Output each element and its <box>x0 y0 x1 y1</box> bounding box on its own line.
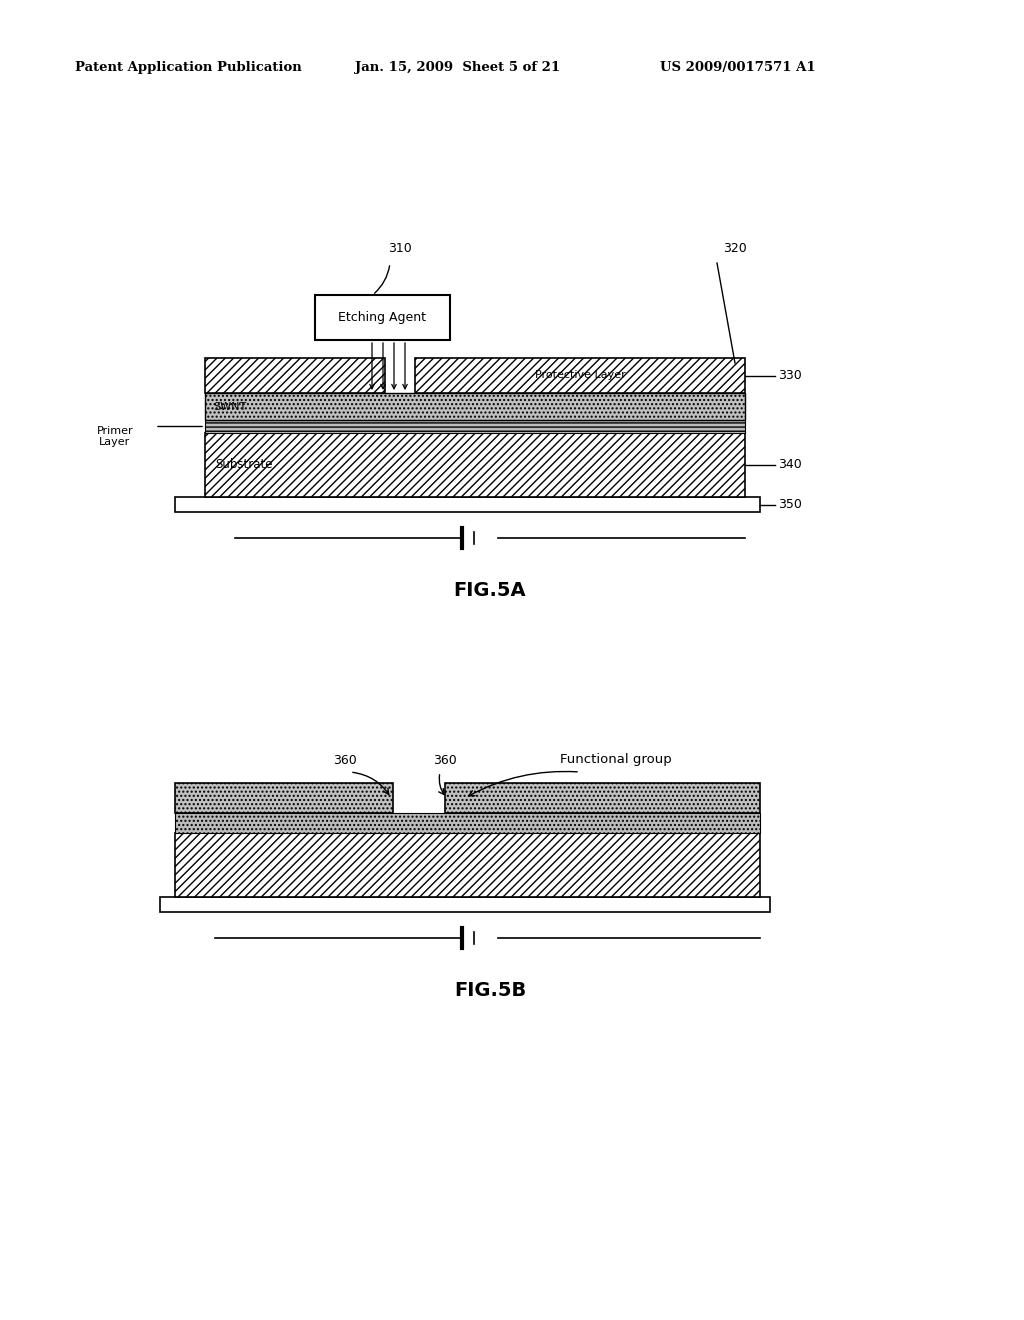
Text: 310: 310 <box>388 242 412 255</box>
Text: 340: 340 <box>778 458 802 471</box>
Bar <box>205 433 745 498</box>
Bar <box>205 420 745 433</box>
Bar <box>445 783 760 813</box>
Text: US 2009/0017571 A1: US 2009/0017571 A1 <box>660 62 816 74</box>
Text: Protective Layer: Protective Layer <box>535 371 626 380</box>
Text: 360: 360 <box>333 754 357 767</box>
Text: Etching Agent: Etching Agent <box>339 312 427 323</box>
Bar <box>175 783 393 813</box>
Bar <box>205 358 385 393</box>
Text: FIG.5B: FIG.5B <box>454 981 526 999</box>
Bar <box>205 393 745 420</box>
Text: 320: 320 <box>723 242 746 255</box>
Text: Substrate: Substrate <box>215 458 272 471</box>
Text: 330: 330 <box>778 370 802 381</box>
Text: FIG.5A: FIG.5A <box>454 581 526 599</box>
Bar <box>175 498 760 512</box>
Text: Primer
Layer: Primer Layer <box>96 425 133 447</box>
Bar <box>175 833 760 898</box>
Text: Functional group: Functional group <box>560 754 672 767</box>
Text: 360: 360 <box>433 754 457 767</box>
Bar <box>160 898 770 912</box>
Text: Jan. 15, 2009  Sheet 5 of 21: Jan. 15, 2009 Sheet 5 of 21 <box>355 62 560 74</box>
Bar <box>415 358 745 393</box>
Text: SWNT: SWNT <box>213 401 246 412</box>
Text: Patent Application Publication: Patent Application Publication <box>75 62 302 74</box>
Text: 350: 350 <box>778 498 802 511</box>
Bar <box>175 813 760 833</box>
Bar <box>315 294 450 341</box>
